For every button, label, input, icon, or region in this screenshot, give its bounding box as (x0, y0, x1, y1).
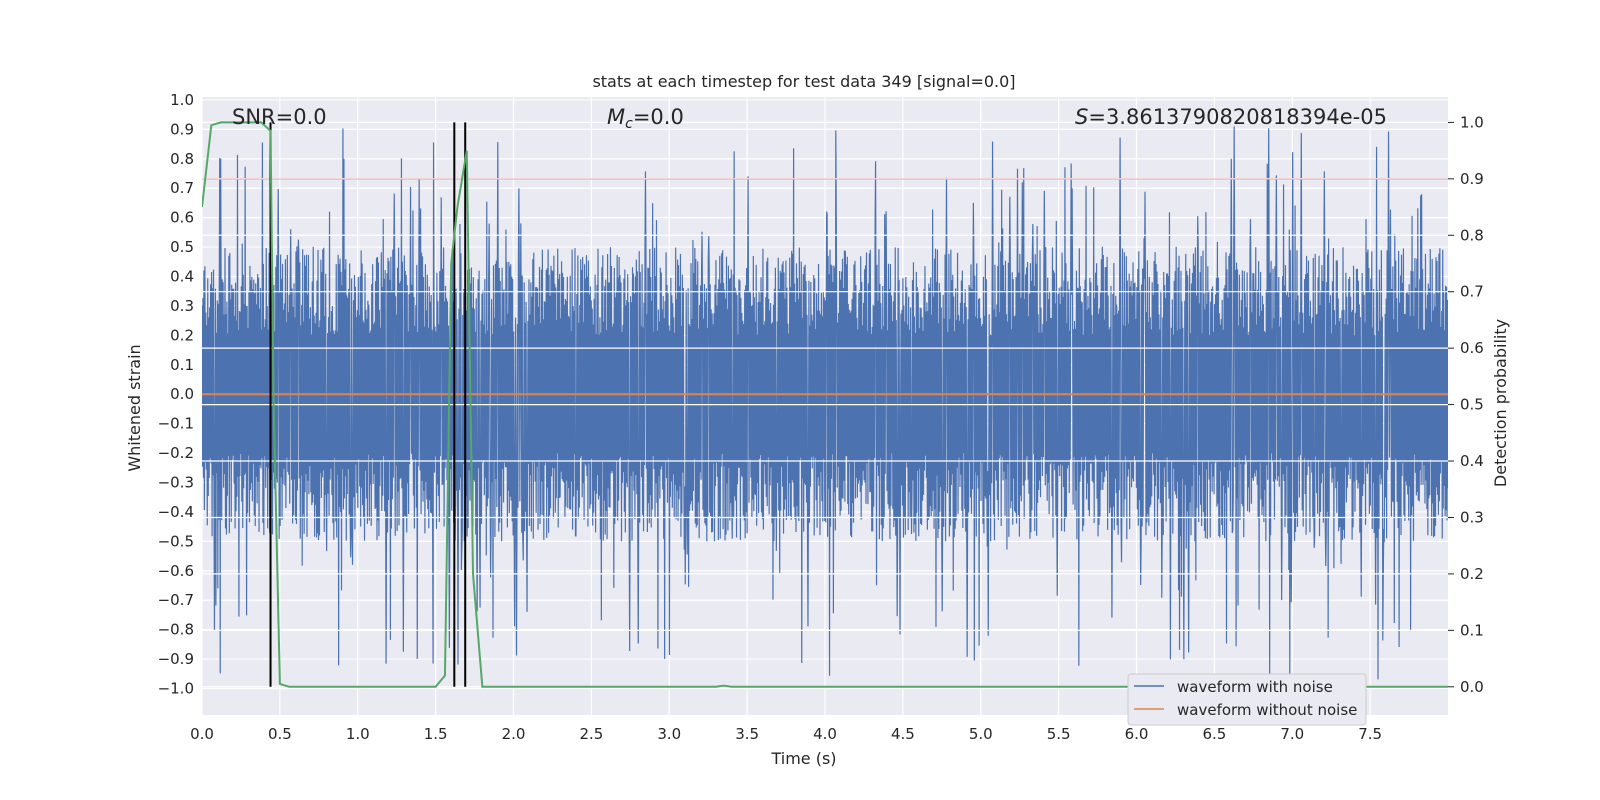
y2-axis-ticks: 1.0 0.9 0.8 0.7 0.6 0.5 0.4 0.3 0.2 0.1 0.0 (1448, 113, 1484, 696)
chirp-mass-subscript: c (625, 116, 633, 132)
chart-title: stats at each timestep for test data 349… (592, 72, 1015, 91)
y2-tick-label: 1.0 (1460, 113, 1484, 131)
x-tick-label: 7.0 (1280, 725, 1304, 743)
y2-tick-label: 0.9 (1460, 170, 1484, 188)
x-tick-label: 3.0 (657, 725, 681, 743)
s-statistic-symbol: S (1075, 105, 1088, 129)
y2-tick-label: 0.1 (1460, 621, 1484, 639)
y-tick-label: 0.4 (170, 268, 194, 286)
snr-annotation: SNR=0.0 (232, 105, 327, 129)
y-tick-label: −0.3 (158, 474, 194, 492)
y-tick-label: 0.9 (170, 120, 194, 138)
legend: waveform with noise waveform without noi… (1127, 673, 1367, 726)
y2-tick-label: 0.0 (1460, 678, 1484, 696)
y-tick-label: −0.2 (158, 444, 194, 462)
legend-label-clean: waveform without noise (1177, 701, 1357, 719)
y-tick-label: −0.1 (158, 415, 194, 433)
y-tick-label: 1.0 (170, 91, 194, 109)
s-statistic-annotation: S=3.8613790820818394e-05 (1075, 105, 1387, 129)
x-tick-label: 2.5 (579, 725, 603, 743)
chirp-mass-symbol: M (607, 105, 625, 129)
y-tick-label: −0.4 (158, 503, 194, 521)
y2-tick-label: 0.6 (1460, 339, 1484, 357)
y-tick-label: −1.0 (158, 680, 194, 698)
y-tick-label: −0.8 (158, 621, 194, 639)
chirp-mass-value: =0.0 (633, 105, 684, 129)
y-tick-label: −0.6 (158, 562, 194, 580)
series-detection-probability (202, 121, 1448, 688)
x-tick-label: 5.0 (969, 725, 993, 743)
x-tick-label: 6.0 (1125, 725, 1149, 743)
y-tick-label: 0.2 (170, 326, 194, 344)
x-tick-label: 0.5 (268, 725, 292, 743)
y-axis-label: Whitened strain (125, 344, 144, 471)
y-tick-label: 0.7 (170, 179, 194, 197)
x-tick-label: 0.0 (190, 725, 214, 743)
x-tick-label: 4.5 (891, 725, 915, 743)
x-tick-label: 1.0 (346, 725, 370, 743)
series-waveform-with-noise (202, 126, 1448, 680)
x-tick-label: 7.5 (1358, 725, 1382, 743)
y2-tick-label: 0.5 (1460, 396, 1484, 414)
y-tick-label: 0.3 (170, 297, 194, 315)
x-tick-label: 3.5 (735, 725, 759, 743)
x-tick-label: 6.5 (1202, 725, 1226, 743)
y-tick-label: 0.1 (170, 356, 194, 374)
y2-tick-label: 0.2 (1460, 565, 1484, 583)
y2-tick-label: 0.3 (1460, 508, 1484, 526)
s-statistic-value: =3.8613790820818394e-05 (1088, 105, 1387, 129)
y-tick-label: 0.0 (170, 385, 194, 403)
y2-tick-label: 0.7 (1460, 283, 1484, 301)
y-tick-label: −0.5 (158, 532, 194, 550)
x-tick-label: 4.0 (813, 725, 837, 743)
legend-label-noise: waveform with noise (1177, 678, 1333, 696)
chirp-mass-annotation: Mc=0.0 (607, 105, 684, 132)
y2-tick-label: 0.4 (1460, 452, 1484, 470)
legend-box (1127, 673, 1367, 726)
x-axis-ticks: 0.0 0.5 1.0 1.5 2.0 2.5 3.0 3.5 4.0 4.5 5.0 5.5 6.0 6… (190, 725, 1382, 743)
y-axis-ticks: 1.0 0.9 0.8 0.7 0.6 0.5 0.4 0.3 0.2 0.1 0.0 −0.1 −0.… (158, 91, 194, 698)
y-tick-label: 0.8 (170, 150, 194, 168)
x-tick-label: 2.0 (502, 725, 526, 743)
y-tick-label: −0.9 (158, 650, 194, 668)
y-tick-label: 0.5 (170, 238, 194, 256)
x-tick-label: 1.5 (424, 725, 448, 743)
y2-axis-label: Detection probability (1491, 319, 1510, 487)
y-tick-label: −0.7 (158, 591, 194, 609)
y2-tick-label: 0.8 (1460, 226, 1484, 244)
x-axis-label: Time (s) (770, 749, 836, 768)
x-tick-label: 5.5 (1047, 725, 1071, 743)
y-tick-label: 0.6 (170, 209, 194, 227)
